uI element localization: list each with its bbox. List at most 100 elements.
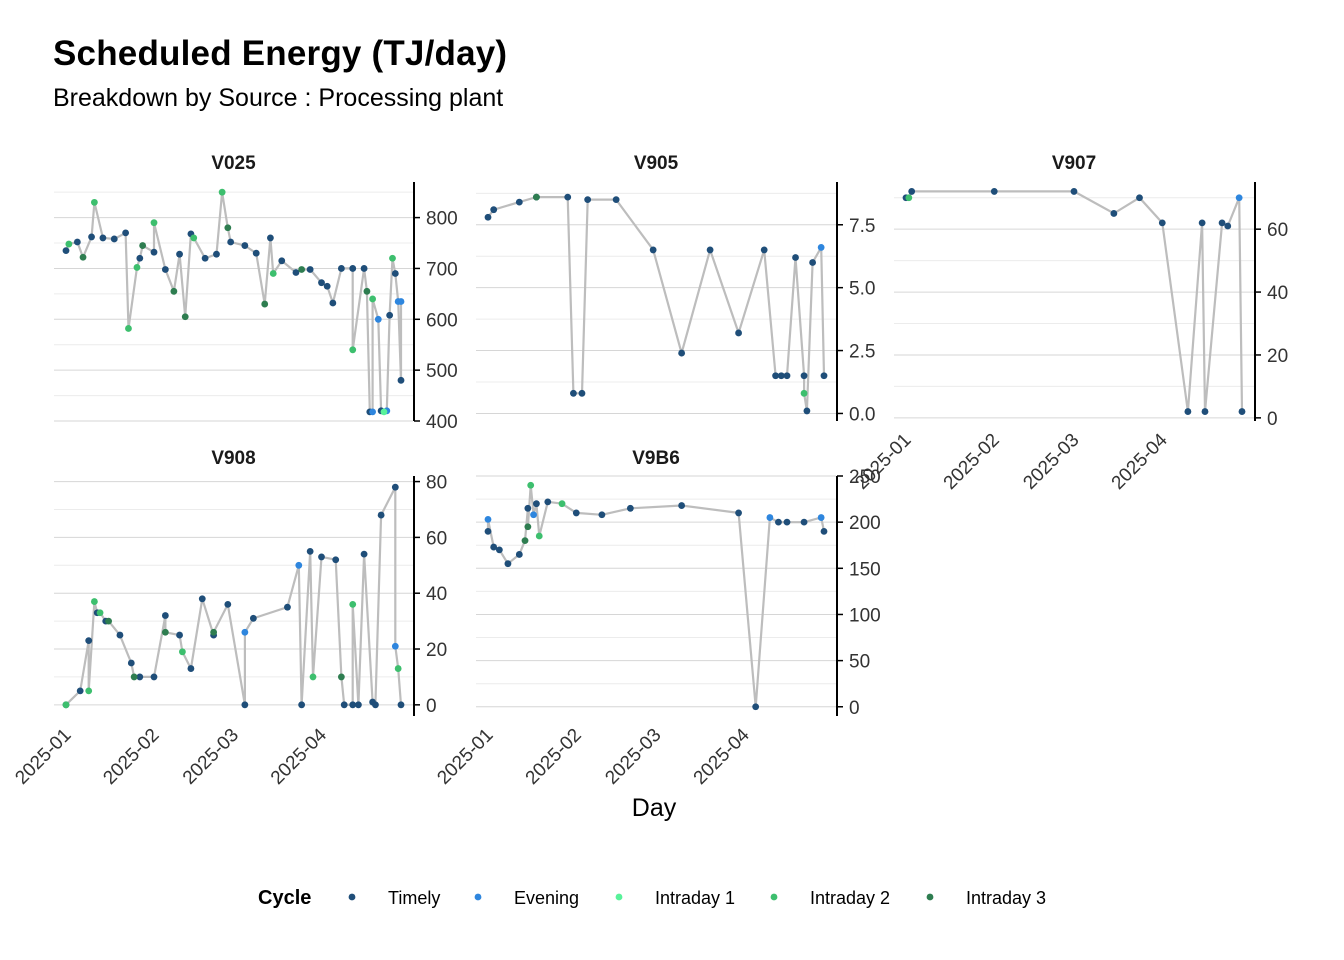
data-point-timely [116, 631, 124, 639]
series-connector-line [486, 485, 826, 707]
data-point-timely [306, 547, 314, 555]
data-point-intraday-2 [65, 240, 73, 248]
data-point-timely [110, 235, 118, 243]
data-point-evening [1235, 194, 1243, 202]
data-point-intraday-3 [298, 266, 306, 273]
data-point-intraday-3 [161, 628, 169, 636]
data-point-intraday-2 [190, 234, 198, 242]
data-point-timely [760, 246, 768, 254]
legend-key-intraday-3 [926, 893, 934, 901]
x-tick-label: 2025-02 [99, 725, 163, 789]
data-point-timely [201, 254, 209, 262]
data-point-timely [612, 196, 620, 204]
data-point-timely [88, 233, 95, 241]
data-point-timely [252, 249, 260, 257]
y-tick-label: 0 [849, 698, 860, 719]
data-point-timely [1070, 188, 1078, 195]
data-point-timely [187, 665, 195, 672]
data-point-timely [1158, 219, 1166, 227]
data-point-timely [73, 238, 81, 246]
legend-label: Intraday 2 [810, 888, 890, 908]
data-point-intraday-3 [181, 313, 189, 321]
data-point-timely [570, 389, 577, 397]
data-point-timely [572, 509, 580, 517]
y-tick-label: 80 [426, 473, 447, 494]
facet-title: V908 [211, 448, 255, 469]
data-point-timely [391, 270, 399, 277]
data-point-intraday-2 [349, 346, 357, 354]
data-point-intraday-2 [800, 389, 808, 397]
data-point-intraday-2 [394, 665, 402, 672]
data-point-evening [241, 628, 249, 636]
data-point-timely [564, 193, 572, 201]
y-tick-label: 500 [426, 361, 458, 382]
data-point-intraday-3 [261, 300, 269, 308]
data-point-timely [127, 659, 135, 667]
data-point-timely [626, 504, 634, 512]
data-point-timely [161, 266, 169, 273]
data-point-timely [533, 500, 540, 508]
data-point-timely [224, 600, 232, 608]
y-tick-label: 5.0 [849, 279, 875, 300]
x-tick-label: 2025-01 [11, 725, 75, 789]
data-point-intraday-2 [178, 648, 186, 656]
data-point-timely [772, 372, 779, 380]
series-connector-line [487, 196, 826, 412]
x-tick-label: 2025-03 [179, 725, 243, 789]
data-point-timely [809, 259, 817, 266]
y-tick-label: 20 [426, 640, 447, 661]
data-point-timely [198, 595, 206, 603]
data-point-intraday-3 [170, 287, 178, 295]
data-point-intraday-3 [79, 253, 87, 261]
chart-title: Scheduled Energy (TJ/day) [53, 34, 508, 73]
data-point-evening [817, 514, 825, 521]
x-tick-label: 2025-03 [601, 725, 665, 789]
data-point-timely [792, 254, 799, 261]
data-point-intraday-3 [139, 242, 147, 249]
data-point-timely [355, 701, 362, 709]
data-point-timely [349, 701, 357, 709]
y-tick-label: 0 [426, 696, 437, 717]
data-point-intraday-2 [905, 194, 913, 202]
x-tick-label: 2025-04 [690, 724, 754, 788]
x-tick-label: 2025-01 [433, 725, 497, 789]
data-point-timely [284, 603, 291, 611]
legend: Cycle Timely Evening Intraday 1 Intraday 2 I… [258, 887, 1046, 909]
y-tick-label: 40 [1267, 283, 1288, 304]
data-point-timely [161, 612, 169, 619]
data-point-timely [176, 631, 183, 639]
data-point-timely [318, 279, 325, 287]
data-point-timely [490, 206, 498, 214]
data-point-timely [1110, 210, 1118, 217]
legend-key-evening [474, 893, 482, 901]
data-point-intraday-3 [210, 628, 218, 636]
data-point-intraday-2 [90, 198, 98, 206]
y-tick-label: 400 [426, 412, 458, 433]
legend-label: Intraday 1 [655, 888, 735, 908]
series-connector-line [906, 190, 1244, 412]
data-point-timely [386, 311, 394, 319]
data-point-intraday-2 [349, 600, 357, 608]
data-point-timely [1238, 408, 1246, 415]
data-point-timely [1198, 219, 1206, 227]
data-point-timely [544, 498, 552, 506]
data-point-timely [298, 701, 306, 709]
data-point-intraday-2 [369, 295, 377, 303]
x-tick-label: 2025-02 [522, 725, 586, 789]
data-point-evening [530, 511, 537, 519]
chart-subtitle: Breakdown by Source : Processing plant [53, 84, 504, 112]
data-point-timely [397, 701, 405, 709]
facet-v025: 400 500 600 700 800 V025 [54, 153, 458, 433]
data-point-timely [372, 701, 379, 709]
facet-title: V907 [1052, 153, 1096, 174]
data-point-timely [349, 265, 357, 272]
series-connector-line [65, 486, 403, 708]
data-point-timely [706, 246, 714, 254]
data-point-timely [820, 527, 828, 535]
y-tick-label: 200 [849, 513, 881, 534]
data-point-timely [1224, 222, 1232, 230]
y-tick-label: 700 [426, 259, 458, 280]
y-tick-label: 60 [426, 528, 447, 549]
data-point-intraday-2 [389, 254, 396, 262]
data-point-intraday-2 [558, 500, 566, 508]
